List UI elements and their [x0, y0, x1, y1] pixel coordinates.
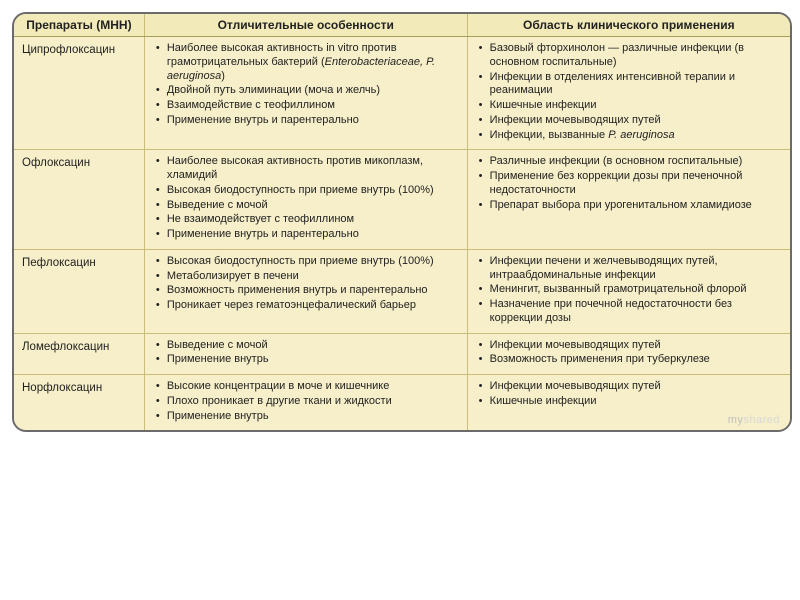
table-row: Ципрофлоксацин Наиболее высокая активност…: [14, 37, 790, 150]
list-item: Высокие концентрации в моче и кишечнике: [167, 380, 459, 394]
header-row: Препараты (МНН) Отличительные особенност…: [14, 14, 790, 37]
drug-name-cell: Ципрофлоксацин: [14, 37, 144, 150]
table-row: Пефлоксацин Высокая биодоступность при пр…: [14, 249, 790, 333]
table-row: Офлоксацин Наиболее высокая активность пр…: [14, 150, 790, 250]
col-header-drug: Препараты (МНН): [14, 14, 144, 37]
list-item: Менингит, вызванный грамотрицательной фл…: [490, 283, 782, 297]
list-item: Применение внутрь: [167, 410, 459, 424]
list-item: Применение внутрь: [167, 353, 459, 367]
list-item: Возможность применения при туберкулезе: [490, 353, 782, 367]
list-item: Применение без коррекции дозы при печено…: [490, 170, 782, 198]
drug-name-cell: Пефлоксацин: [14, 249, 144, 333]
list-item: Высокая биодоступность при приеме внутрь…: [167, 184, 459, 198]
list-item: Инфекции в отделениях интенсивной терапи…: [490, 71, 782, 99]
list-item: Двойной путь элиминации (моча и желчь): [167, 84, 459, 98]
drug-name-cell: Ломефлоксацин: [14, 333, 144, 375]
table-frame: Препараты (МНН) Отличительные особенност…: [12, 12, 792, 432]
list-item: Базовый фторхинолон — различные инфекции…: [490, 42, 782, 70]
list-item: Назначение при почечной недостаточности …: [490, 298, 782, 326]
list-item: Инфекции печени и желчевыводящих путей, …: [490, 255, 782, 283]
uses-cell: Различные инфекции (в основном госпиталь…: [467, 150, 790, 250]
uses-cell: Базовый фторхинолон — различные инфекции…: [467, 37, 790, 150]
uses-cell: Инфекции печени и желчевыводящих путей, …: [467, 249, 790, 333]
list-item: Высокая биодоступность при приеме внутрь…: [167, 255, 459, 269]
uses-cell: Инфекции мочевыводящих путейВозможность …: [467, 333, 790, 375]
list-item: Наиболее высокая активность против микоп…: [167, 155, 459, 183]
list-item: Наиболее высокая активность in vitro про…: [167, 42, 459, 83]
col-header-uses: Область клинического применения: [467, 14, 790, 37]
list-item: Инфекции мочевыводящих путей: [490, 114, 782, 128]
list-item: Инфекции мочевыводящих путей: [490, 380, 782, 394]
features-cell: Выведение с мочойПрименение внутрь: [144, 333, 467, 375]
list-item: Не взаимодействует с теофиллином: [167, 213, 459, 227]
list-item: Кишечные инфекции: [490, 395, 782, 409]
list-item: Применение внутрь и парентерально: [167, 114, 459, 128]
features-cell: Наиболее высокая активность против микоп…: [144, 150, 467, 250]
list-item: Применение внутрь и парентерально: [167, 228, 459, 242]
features-cell: Высокая биодоступность при приеме внутрь…: [144, 249, 467, 333]
list-item: Метаболизирует в печени: [167, 270, 459, 284]
features-cell: Наиболее высокая активность in vitro про…: [144, 37, 467, 150]
list-item: Выведение с мочой: [167, 339, 459, 353]
features-cell: Высокие концентрации в моче и кишечникеП…: [144, 375, 467, 431]
table-row: НорфлоксацинВысокие концентрации в моче …: [14, 375, 790, 431]
list-item: Проникает через гематоэнцефалический бар…: [167, 299, 459, 313]
drug-table: Препараты (МНН) Отличительные особенност…: [14, 14, 790, 430]
list-item: Различные инфекции (в основном госпиталь…: [490, 155, 782, 169]
list-item: Инфекции мочевыводящих путей: [490, 339, 782, 353]
uses-cell: Инфекции мочевыводящих путейКишечные инф…: [467, 375, 790, 431]
col-header-features: Отличительные особенности: [144, 14, 467, 37]
table-row: ЛомефлоксацинВыведение с мочойПрименение…: [14, 333, 790, 375]
list-item: Выведение с мочой: [167, 199, 459, 213]
list-item: Плохо проникает в другие ткани и жидкост…: [167, 395, 459, 409]
drug-name-cell: Офлоксацин: [14, 150, 144, 250]
drug-name-cell: Норфлоксацин: [14, 375, 144, 431]
list-item: Возможность применения внутрь и парентер…: [167, 284, 459, 298]
list-item: Препарат выбора при урогенитальном хлами…: [490, 199, 782, 213]
list-item: Инфекции, вызванные P. aeruginosa: [490, 129, 782, 143]
list-item: Кишечные инфекции: [490, 99, 782, 113]
list-item: Взаимодействие с теофиллином: [167, 99, 459, 113]
